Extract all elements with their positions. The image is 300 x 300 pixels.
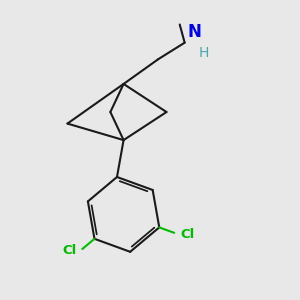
Text: Cl: Cl — [180, 228, 194, 241]
Text: H: H — [199, 46, 209, 60]
Text: N: N — [187, 23, 201, 41]
Text: Cl: Cl — [62, 244, 76, 257]
